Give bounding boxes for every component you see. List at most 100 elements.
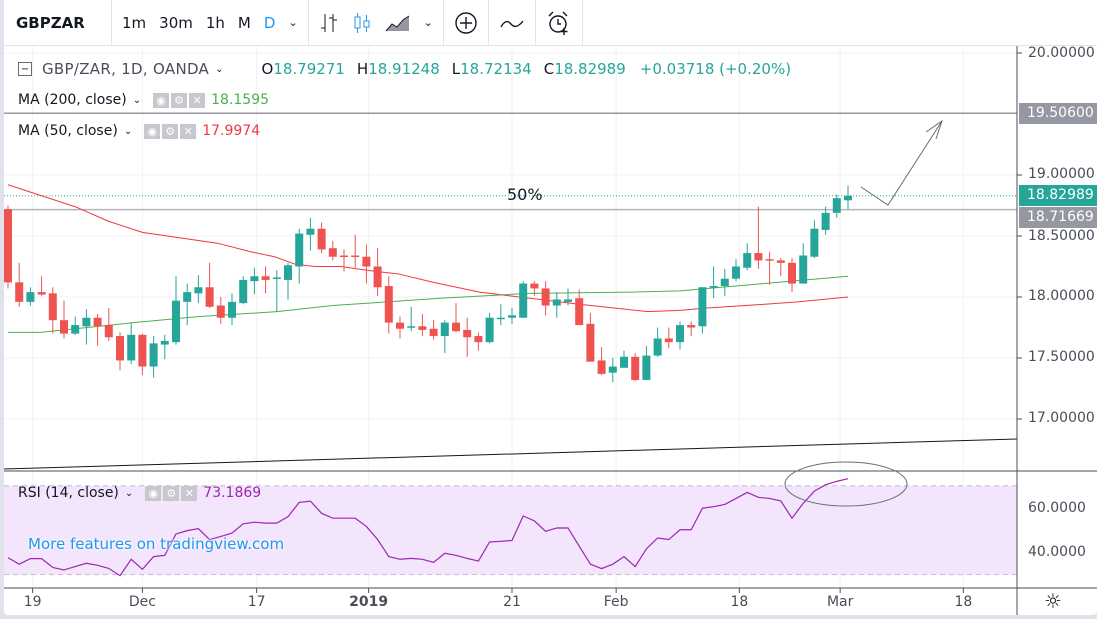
tradingview-chart-app: GBPZAR 1m 30m 1h M D ⌄ ⌄ − GBP/ZAR, 1D, … bbox=[4, 0, 1097, 615]
ohlc-open: O18.79271 bbox=[261, 60, 345, 78]
gear-icon[interactable]: ⚙ bbox=[162, 123, 179, 139]
price-tick: 17.00000 bbox=[1028, 410, 1095, 426]
candle-down bbox=[418, 326, 427, 330]
ma200-value: 18.1595 bbox=[211, 92, 270, 108]
rsi-tick: 60.0000 bbox=[1028, 500, 1086, 516]
candle-down bbox=[429, 328, 438, 337]
candle-down bbox=[384, 286, 393, 323]
candle-up bbox=[407, 326, 416, 328]
eye-icon[interactable]: ◉ bbox=[153, 92, 170, 108]
candle-up bbox=[272, 277, 281, 279]
close-icon[interactable]: ✕ bbox=[189, 92, 206, 108]
ellipse-drawing bbox=[784, 461, 908, 507]
candle-down bbox=[575, 298, 584, 326]
arrow-drawing bbox=[860, 120, 943, 206]
rsi-value: 73.1869 bbox=[203, 485, 262, 501]
ma200-label[interactable]: MA (200, close) bbox=[18, 92, 127, 108]
price-tick: 19.00000 bbox=[1028, 166, 1095, 182]
candle-up bbox=[608, 366, 617, 373]
candle-down bbox=[261, 276, 270, 280]
candle-down bbox=[530, 283, 539, 289]
rsi-band bbox=[4, 485, 1017, 575]
ohlc-low: L18.72134 bbox=[451, 60, 532, 78]
indicators-button[interactable] bbox=[444, 0, 489, 46]
interval-30m[interactable]: 30m bbox=[159, 13, 193, 32]
time-tick-label: Mar bbox=[826, 594, 854, 610]
candle-up bbox=[720, 278, 729, 287]
interval-D[interactable]: D bbox=[263, 13, 276, 32]
chevron-down-icon[interactable]: ⌄ bbox=[215, 63, 224, 75]
compare-button[interactable] bbox=[489, 0, 536, 46]
interval-1h[interactable]: 1h bbox=[205, 13, 225, 32]
candle-up bbox=[844, 195, 852, 201]
time-tick-label: 18 bbox=[954, 594, 973, 610]
candle-down bbox=[474, 336, 483, 343]
close-icon[interactable]: ✕ bbox=[181, 485, 198, 501]
candle-up bbox=[496, 317, 505, 320]
rsi-line bbox=[7, 478, 849, 577]
candle-up bbox=[832, 198, 841, 213]
rsi-tick: 40.0000 bbox=[1028, 544, 1086, 560]
candle-up bbox=[564, 299, 572, 302]
candle-up bbox=[71, 325, 80, 334]
candle-up bbox=[732, 266, 740, 279]
price-tick: 17.50000 bbox=[1028, 349, 1095, 365]
last-price-label: 18.82989 bbox=[1019, 185, 1097, 206]
candle-up bbox=[250, 276, 259, 282]
candle-down bbox=[205, 287, 214, 307]
eye-icon[interactable]: ◉ bbox=[145, 485, 162, 501]
ma50-legend: MA (50, close) ⌄ ◉ ⚙ ✕ 17.9974 bbox=[18, 123, 260, 139]
candle-down bbox=[541, 288, 550, 306]
candle-down bbox=[138, 334, 147, 367]
plus-circle-icon bbox=[455, 11, 477, 34]
area-chart-icon[interactable] bbox=[385, 13, 411, 33]
candle-up bbox=[676, 325, 684, 343]
chevron-down-icon[interactable]: ⌄ bbox=[132, 94, 142, 106]
time-tick-label: Feb bbox=[603, 594, 629, 610]
gear-icon[interactable]: ⚙ bbox=[163, 485, 180, 501]
interval-M[interactable]: M bbox=[237, 13, 251, 32]
candle-up bbox=[127, 334, 136, 361]
chevron-down-icon[interactable]: ⌄ bbox=[423, 16, 433, 29]
alarm-clock-icon bbox=[548, 11, 568, 35]
candle-up bbox=[239, 279, 248, 304]
price-tick: 20.00000 bbox=[1028, 45, 1095, 61]
chevron-down-icon[interactable]: ⌄ bbox=[124, 487, 134, 499]
rsi-label[interactable]: RSI (14, close) bbox=[18, 485, 119, 501]
candle-down bbox=[586, 323, 595, 362]
chart-canvas[interactable] bbox=[4, 46, 1097, 615]
series-title[interactable]: GBP/ZAR, 1D, OANDA bbox=[42, 60, 210, 78]
eye-icon[interactable]: ◉ bbox=[144, 123, 161, 139]
time-tick-label: Dec bbox=[128, 594, 156, 610]
close-icon[interactable]: ✕ bbox=[180, 123, 197, 139]
promo-link[interactable]: More features on tradingview.com bbox=[28, 535, 285, 553]
candle-down bbox=[37, 292, 46, 295]
candle-down bbox=[463, 329, 472, 338]
gear-icon[interactable]: ⚙ bbox=[171, 92, 188, 108]
candle-up bbox=[709, 286, 718, 288]
settings-sun-icon[interactable]: ☼ bbox=[1044, 589, 1062, 613]
candle-down bbox=[452, 322, 460, 332]
chevron-down-icon[interactable]: ⌄ bbox=[288, 16, 298, 29]
chevron-down-icon[interactable]: ⌄ bbox=[123, 125, 133, 137]
ma50-line bbox=[7, 184, 849, 313]
candle-down bbox=[48, 293, 57, 321]
symbol-search-button[interactable]: GBPZAR bbox=[4, 0, 112, 46]
bars-icon[interactable] bbox=[319, 12, 339, 34]
trend-line bbox=[4, 438, 1018, 470]
support-price-label: 18.71669 bbox=[1019, 207, 1097, 228]
candle-down bbox=[631, 356, 640, 380]
candle-down bbox=[664, 338, 673, 343]
collapse-icon[interactable]: − bbox=[18, 62, 32, 76]
candles-icon[interactable] bbox=[352, 12, 372, 34]
alert-button[interactable] bbox=[536, 0, 583, 46]
interval-1m[interactable]: 1m bbox=[122, 13, 147, 32]
candle-up bbox=[82, 317, 91, 327]
main-series-legend: − GBP/ZAR, 1D, OANDA ⌄ O18.79271 H18.912… bbox=[18, 60, 791, 78]
candle-up bbox=[799, 255, 808, 284]
candle-up bbox=[698, 287, 707, 327]
fib-50-annotation[interactable]: 50% bbox=[507, 185, 543, 204]
candle-up bbox=[508, 315, 516, 318]
ma50-label[interactable]: MA (50, close) bbox=[18, 123, 118, 139]
resistance-price-label: 19.50600 bbox=[1019, 103, 1097, 124]
